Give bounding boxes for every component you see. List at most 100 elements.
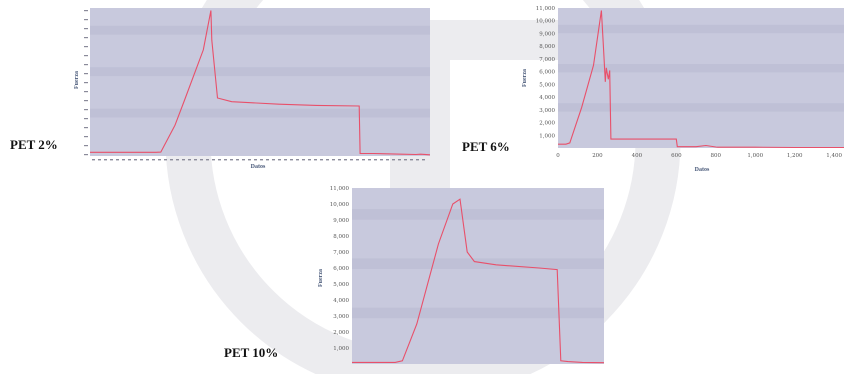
- x-tick-mark: [326, 159, 329, 161]
- y-tick-label: 9,000: [539, 31, 555, 37]
- x-tick-mark: [170, 159, 173, 161]
- x-tick-mark: [362, 159, 365, 161]
- y-tick-mark: [84, 82, 88, 84]
- x-tick-mark: [314, 159, 317, 161]
- y-tick-label: 3,000: [333, 314, 349, 320]
- y-tick-label: 9,000: [333, 218, 349, 224]
- y-tick-label: 1,000: [539, 133, 555, 139]
- x-tick-mark: [176, 159, 179, 161]
- x-tick-mark: [182, 159, 185, 161]
- x-tick-mark: [218, 159, 221, 161]
- x-tick-mark: [164, 159, 167, 161]
- y-tick-mark: [84, 64, 88, 66]
- y-tick-label: 4,000: [333, 298, 349, 304]
- x-tick-mark: [392, 159, 395, 161]
- y-tick-label: 6,000: [333, 266, 349, 272]
- y-axis-label: Fuerza: [522, 69, 528, 87]
- x-tick-mark: [308, 159, 311, 161]
- y-tick-label: 8,000: [333, 234, 349, 240]
- x-tick-label: 1,400: [826, 153, 842, 159]
- x-tick-mark: [104, 159, 107, 161]
- plot-band: [90, 25, 430, 35]
- y-tick-label: 10,000: [330, 202, 350, 208]
- x-tick-mark: [404, 159, 407, 161]
- y-tick-mark: [84, 127, 88, 129]
- x-tick-mark: [398, 159, 401, 161]
- chart-pet10: 1,000 2,000 3,000 4,000 5,000 6,000 7,000 8,000…: [318, 182, 610, 370]
- label-pet2: PET 2%: [10, 137, 58, 152]
- y-tick-mark: [84, 37, 88, 39]
- x-tick-mark: [410, 159, 413, 161]
- y-tick-mark: [84, 19, 88, 21]
- x-tick-mark: [194, 159, 197, 161]
- x-tick-mark: [158, 159, 161, 161]
- plot-band: [90, 108, 430, 118]
- y-tick-label: 2,000: [333, 330, 349, 336]
- y-tick-label: 11,000: [536, 6, 556, 12]
- y-tick-mark: [84, 109, 88, 111]
- x-tick-mark: [92, 159, 95, 161]
- x-tick-mark: [200, 159, 203, 161]
- y-tick-mark: [84, 55, 88, 57]
- x-tick-mark: [254, 159, 257, 161]
- x-tick-mark: [272, 159, 275, 161]
- y-tick-label: 7,000: [333, 250, 349, 256]
- x-tick-mark: [332, 159, 335, 161]
- x-tick-mark: [122, 159, 125, 161]
- x-tick-mark: [140, 159, 143, 161]
- x-tick-mark: [212, 159, 215, 161]
- x-tick-mark: [230, 159, 233, 161]
- y-axis-label: Fuerza: [318, 269, 324, 287]
- plot-band: [558, 24, 844, 34]
- x-tick-label: 400: [632, 153, 643, 159]
- x-tick-mark: [116, 159, 119, 161]
- y-tick-label: 11,000: [330, 186, 350, 192]
- y-tick-label: 10,000: [536, 19, 556, 25]
- y-tick-mark: [84, 145, 88, 147]
- x-tick-label: 600: [671, 153, 682, 159]
- x-tick-label: 800: [711, 153, 722, 159]
- y-tick-label: 5,000: [539, 82, 555, 88]
- y-tick-mark: [84, 46, 88, 48]
- y-tick-label: 1,000: [333, 346, 349, 352]
- x-tick-mark: [188, 159, 191, 161]
- x-tick-mark: [344, 159, 347, 161]
- label-pet6: PET 6%: [462, 139, 510, 154]
- y-tick-mark: [84, 10, 88, 12]
- x-tick-mark: [152, 159, 155, 161]
- x-tick-mark: [260, 159, 263, 161]
- y-tick-mark: [84, 28, 88, 30]
- x-tick-mark: [320, 159, 323, 161]
- series-line: [90, 10, 431, 156]
- x-axis-label: Datos: [251, 164, 266, 170]
- y-tick-label: 8,000: [539, 44, 555, 50]
- x-tick-mark: [224, 159, 227, 161]
- x-tick-mark: [134, 159, 137, 161]
- x-tick-mark: [266, 159, 269, 161]
- y-tick-mark: [84, 154, 88, 156]
- series-line: [558, 10, 844, 149]
- y-tick-mark: [84, 118, 88, 120]
- x-tick-mark: [206, 159, 209, 161]
- x-tick-mark: [236, 159, 239, 161]
- y-tick-label: 3,000: [539, 108, 555, 114]
- y-tick-mark: [84, 100, 88, 102]
- x-tick-label: 200: [592, 153, 603, 159]
- y-tick-mark: [84, 136, 88, 138]
- x-tick-mark: [416, 159, 419, 161]
- x-tick-mark: [278, 159, 281, 161]
- plot-band: [558, 103, 844, 112]
- plot-band: [90, 67, 430, 77]
- plot-band: [352, 209, 604, 220]
- plot-band: [352, 307, 604, 319]
- x-tick-mark: [350, 159, 353, 161]
- x-tick-mark: [242, 159, 245, 161]
- y-tick-label: 6,000: [539, 70, 555, 76]
- x-tick-mark: [146, 159, 149, 161]
- x-tick-mark: [356, 159, 359, 161]
- x-tick-mark: [128, 159, 131, 161]
- x-axis-label: Datos: [695, 167, 710, 173]
- x-tick-label: 1,200: [787, 153, 803, 159]
- plot-band: [352, 258, 604, 269]
- x-tick-mark: [296, 159, 299, 161]
